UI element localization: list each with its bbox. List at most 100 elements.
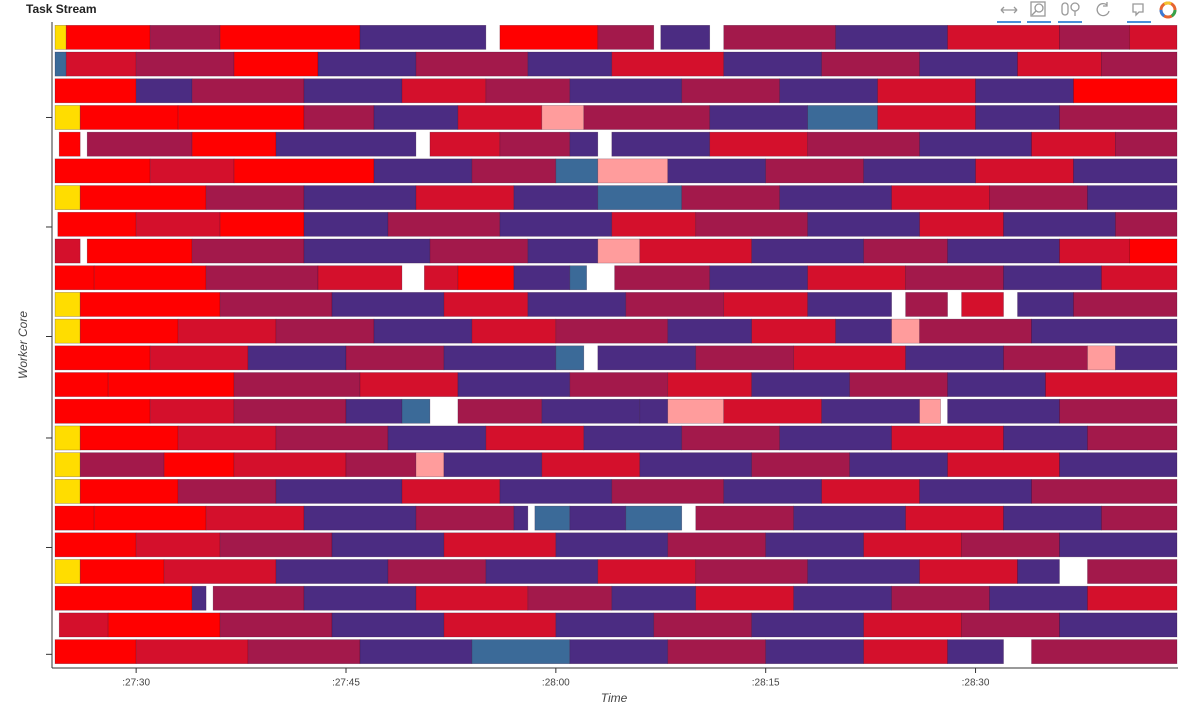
task [135,532,221,558]
bokeh-logo[interactable] [1159,1,1177,19]
task [93,505,207,531]
task [877,105,976,130]
task [919,398,941,424]
task [303,185,417,210]
task [989,185,1088,210]
task [54,158,151,184]
task [1101,51,1178,77]
task [1003,345,1088,371]
task [1059,238,1130,264]
task [345,345,445,371]
task [947,372,1046,397]
task [163,452,235,478]
task [569,639,669,665]
task [723,24,836,50]
task [177,105,305,130]
task [765,158,864,184]
task [79,479,179,504]
task [191,238,305,264]
task [1017,559,1060,584]
task [54,238,81,264]
hover-tool[interactable] [1127,3,1151,23]
task [667,158,766,184]
task [1017,292,1074,317]
task [695,559,808,584]
task [614,265,711,291]
pan-tool[interactable] [997,6,1021,23]
task [177,425,277,451]
task [65,24,151,50]
task [205,505,305,531]
task [527,238,599,264]
task [695,585,794,611]
task [79,559,165,584]
task [54,639,137,665]
task [807,265,906,291]
task [513,185,599,210]
task [471,318,557,344]
task [424,265,459,291]
task [58,612,109,638]
task [905,265,1004,291]
task [919,479,1032,504]
wheel-zoom-tool[interactable] [1058,2,1082,23]
task [135,78,193,104]
task [1059,612,1178,638]
task [863,532,962,558]
task [625,505,683,531]
task [947,639,1004,665]
task [975,105,1060,130]
task [373,105,459,130]
task [387,425,487,451]
task [807,292,892,317]
task [86,238,193,264]
reset-tool[interactable] [1096,2,1110,17]
task [1031,639,1178,665]
task [401,398,431,424]
task [191,585,207,611]
task [345,452,417,478]
task [275,479,403,504]
task [891,425,1004,451]
task [387,211,501,237]
task [527,51,613,77]
zoom-tool[interactable] [1027,1,1051,23]
task [1003,265,1102,291]
task [821,51,920,77]
task [667,532,766,558]
task [947,398,1060,424]
task [1003,211,1116,237]
task [485,425,585,451]
chart-title: Task Stream [26,2,96,16]
task [919,131,1032,157]
x-tick-label: :28:15 [752,678,780,689]
task [457,398,543,424]
task [527,292,627,317]
task [947,452,1060,478]
task [303,78,403,104]
task [219,292,333,317]
task [807,131,920,157]
task [513,505,529,531]
task [443,345,557,371]
task [54,78,137,104]
task [667,398,725,424]
task [457,105,543,130]
task [485,78,571,104]
task [751,372,850,397]
task [1101,265,1178,291]
task [359,24,487,50]
task [625,292,725,317]
task [373,158,473,184]
task [149,398,235,424]
task [93,265,207,291]
task [597,238,641,264]
task [54,318,81,344]
task [177,479,277,504]
task [639,238,753,264]
task [751,612,864,638]
task [667,372,753,397]
task [149,24,221,50]
task [751,318,836,344]
